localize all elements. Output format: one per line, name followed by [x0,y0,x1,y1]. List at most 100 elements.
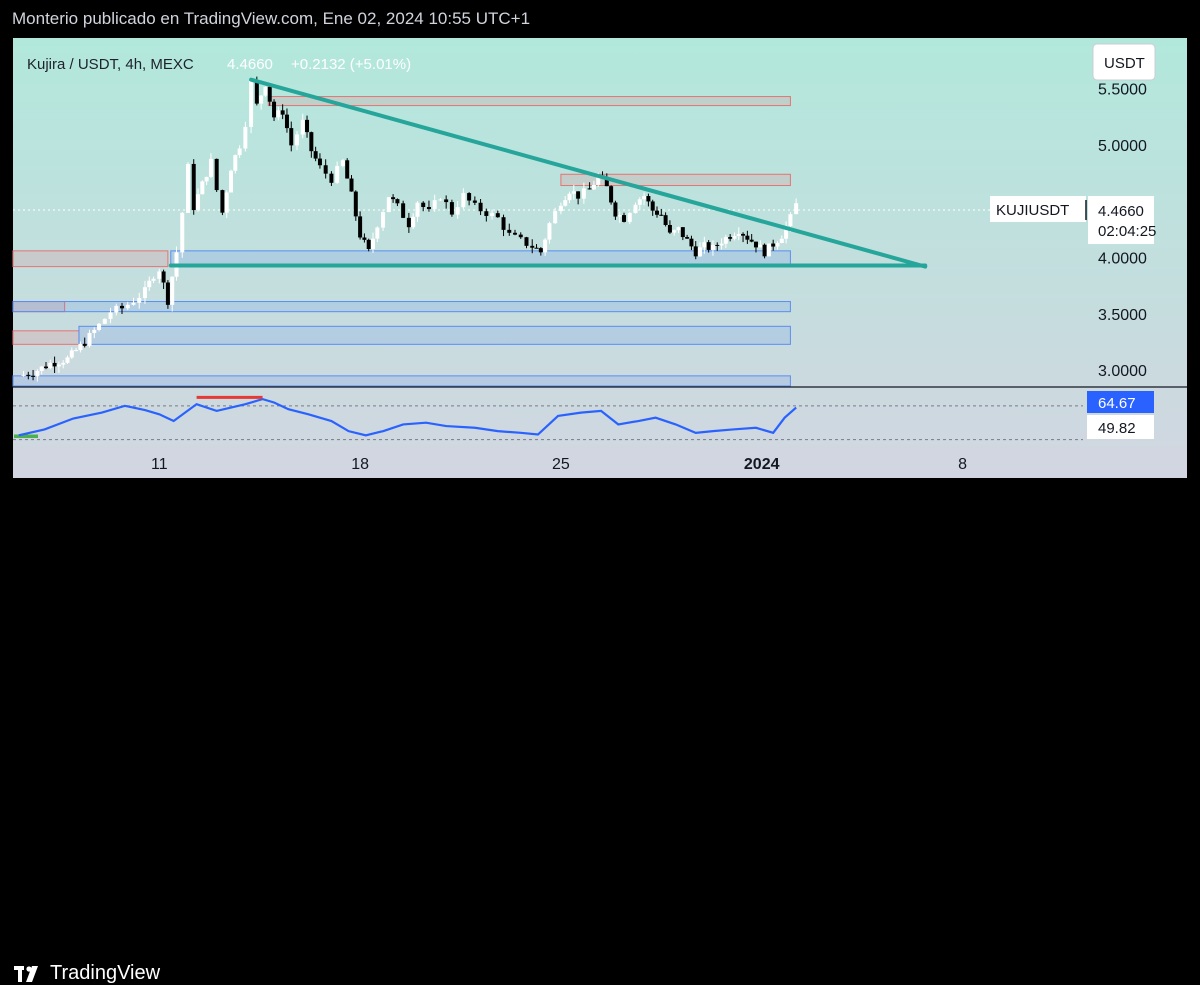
candle-body [92,329,97,333]
time-axis[interactable]: 11 18 25 2024 8 [151,456,967,473]
candle-body [26,374,31,376]
candle-body [719,243,724,246]
candle-body [165,282,170,305]
candle-body [715,244,720,246]
candle-body [609,186,614,203]
candle-body [563,200,568,206]
candle-body [185,163,190,213]
candle-body [547,223,552,240]
price-change: +0.2132 (+5.01%) [291,56,411,73]
candle-body [102,318,107,324]
candle-body [97,323,102,330]
price-tick-label: 5.5000 [1098,82,1147,99]
candle-body [642,196,647,200]
candle-body [65,357,70,363]
candle-body [214,158,219,191]
candle-body [490,213,495,216]
candle-body [421,202,426,208]
zone-blue-8 [12,375,791,387]
rsi-signal-value: 49.82 [1098,420,1136,437]
candle-body [728,237,733,239]
time-tick-label: 11 [151,456,168,473]
candle-body [455,207,460,215]
candle-body [698,247,703,257]
candle-body [323,165,328,174]
candle-body [224,192,229,213]
candle-body [381,211,386,228]
currency-button[interactable]: USDT [1092,43,1156,81]
candle-body [371,238,376,250]
candle-body [530,245,535,248]
candle-body [108,312,113,319]
candle-body [120,305,125,309]
candle-body [151,278,156,281]
grid-layer [13,209,1187,478]
candle-body [762,244,767,257]
candle-body [114,305,119,313]
candle-body [415,202,420,217]
candle-body [685,237,690,239]
candle-body [180,212,185,253]
candle-body [284,114,289,129]
candle-body [667,224,672,233]
candle-body [432,200,437,210]
candle-body [507,229,512,233]
candle-body [558,205,563,212]
candle-body [362,237,367,240]
candle-body [426,207,431,210]
candle-body [220,190,225,213]
symbol-title: Kujira / USDT, 4h, MEXC [27,56,194,73]
candle-body [329,173,334,183]
candle-body [406,217,411,228]
candle-body [358,216,363,238]
price-chart[interactable]: 5.5000 5.0000 4.0000 3.5000 3.0000 11 18 25 202… [0,0,1200,530]
candle-body [335,165,340,183]
last-price: 4.4660 [227,56,273,73]
candle-body [655,210,660,215]
candle-body [534,247,539,249]
candle-body [449,202,454,215]
publish-header: Monterio publicado en TradingView.com, E… [0,0,1200,38]
candle-body [125,304,130,309]
candle-body [243,126,248,149]
candle-body [732,235,737,239]
tradingview-logo-icon [14,966,38,982]
candle-body [794,203,799,215]
rsi-value-tags: 64.67 49.82 [1087,391,1154,439]
zone-red-4 [12,330,80,345]
zone-red-1 [560,173,791,187]
candle-body [395,199,400,204]
candle-body [48,362,53,369]
trendlines-layer [168,77,928,269]
candle-body [438,199,443,201]
footer: TradingView [0,472,1200,984]
candle-body [659,214,664,216]
candle-body [753,241,758,248]
candle-body [82,343,87,346]
candle-body [249,80,254,127]
candle-body [650,201,655,211]
candle-body [157,271,162,279]
candle-body [518,234,523,238]
candle-body [741,233,746,236]
time-tick-label: 2024 [744,456,780,473]
candle-body [633,204,638,213]
candle-body [31,375,36,377]
candle-body [604,178,609,187]
candle-body [646,196,651,202]
time-tick-label: 18 [351,456,369,473]
rsi-value: 64.67 [1098,395,1136,412]
candle-body [204,176,209,182]
candle-body [478,202,483,212]
candle-body [237,148,242,156]
candle-body [771,243,776,247]
candles-layer [21,76,799,382]
chart-background [13,38,1187,478]
candle-body [233,155,238,171]
candle-body [401,203,406,218]
candle-body [21,374,26,376]
zone-blue-7 [78,325,791,345]
price-axis[interactable]: 5.5000 5.0000 4.0000 3.5000 3.0000 [1098,82,1147,381]
candle-body [680,227,685,238]
price-tick-label: 3.5000 [1098,307,1147,324]
